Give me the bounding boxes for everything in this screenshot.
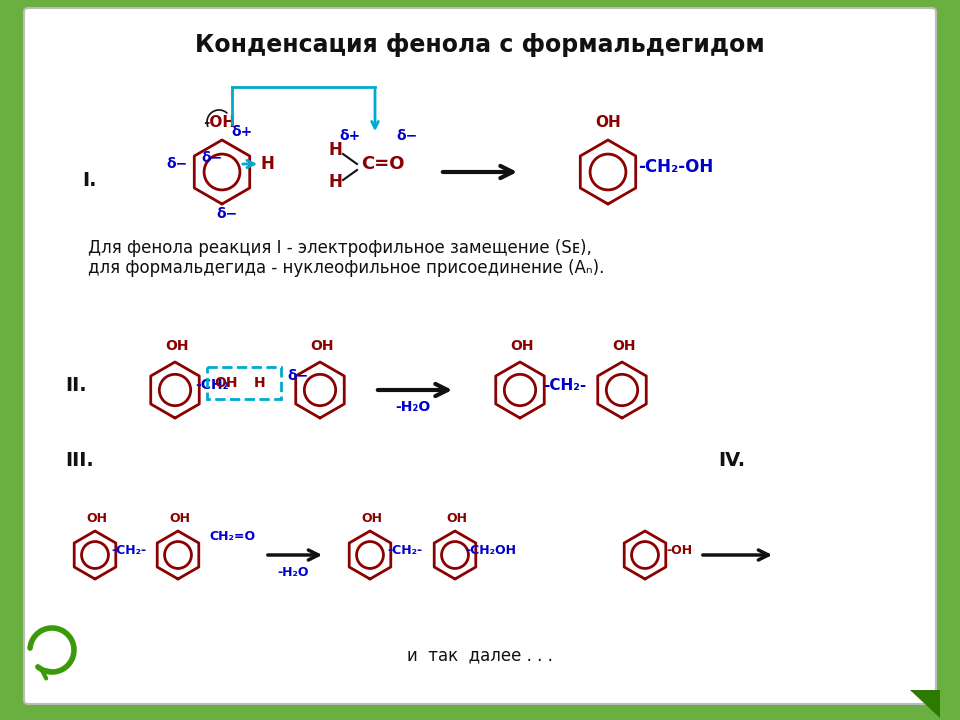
Text: -OH: -OH: [666, 544, 692, 557]
Text: -CH₂: -CH₂: [195, 378, 228, 392]
Text: δ+: δ+: [231, 125, 252, 139]
Text: OH: OH: [362, 513, 382, 526]
Text: OH: OH: [214, 376, 238, 390]
Text: δ+: δ+: [340, 129, 361, 143]
Text: OH: OH: [165, 339, 189, 353]
Text: δ−: δ−: [396, 129, 418, 143]
Polygon shape: [910, 690, 940, 718]
Text: H: H: [328, 173, 342, 191]
Text: -OH: -OH: [203, 114, 235, 130]
Text: C=O: C=O: [361, 155, 405, 173]
Text: и  так  далее . . .: и так далее . . .: [407, 646, 553, 664]
Text: H: H: [260, 155, 274, 173]
Text: δ−: δ−: [202, 151, 223, 165]
Text: II.: II.: [65, 376, 86, 395]
Text: OH: OH: [612, 339, 636, 353]
Text: I.: I.: [82, 171, 97, 189]
Text: H: H: [328, 141, 342, 159]
Text: CH₂=O: CH₂=O: [209, 531, 255, 544]
Text: OH: OH: [170, 513, 190, 526]
Text: δ−: δ−: [287, 369, 308, 383]
Text: -CH₂-: -CH₂-: [111, 544, 147, 557]
Text: Для фенола реакция I - электрофильное замещение (Sᴇ),: Для фенола реакция I - электрофильное за…: [88, 239, 592, 257]
FancyBboxPatch shape: [24, 8, 936, 704]
Text: -CH₂-: -CH₂-: [543, 377, 587, 392]
Text: III.: III.: [65, 451, 94, 469]
Text: OH: OH: [595, 114, 621, 130]
Text: OH: OH: [86, 513, 108, 526]
Text: δ−: δ−: [166, 157, 187, 171]
Text: δ−: δ−: [216, 207, 238, 221]
Text: -CH₂-OH: -CH₂-OH: [638, 158, 713, 176]
Text: OH: OH: [511, 339, 534, 353]
Text: IV.: IV.: [718, 451, 745, 469]
Text: -H₂O: -H₂O: [277, 565, 309, 578]
Text: -CH₂-: -CH₂-: [388, 544, 422, 557]
Text: Конденсация фенола с формальдегидом: Конденсация фенола с формальдегидом: [195, 33, 765, 57]
Text: H: H: [254, 376, 266, 390]
Text: -CH₂OH: -CH₂OH: [466, 544, 516, 557]
Text: OH: OH: [446, 513, 468, 526]
Text: для формальдегида - нуклеофильное присоединение (Aₙ).: для формальдегида - нуклеофильное присое…: [88, 259, 605, 277]
Text: OH: OH: [310, 339, 334, 353]
Text: -H₂O: -H₂O: [396, 400, 431, 414]
